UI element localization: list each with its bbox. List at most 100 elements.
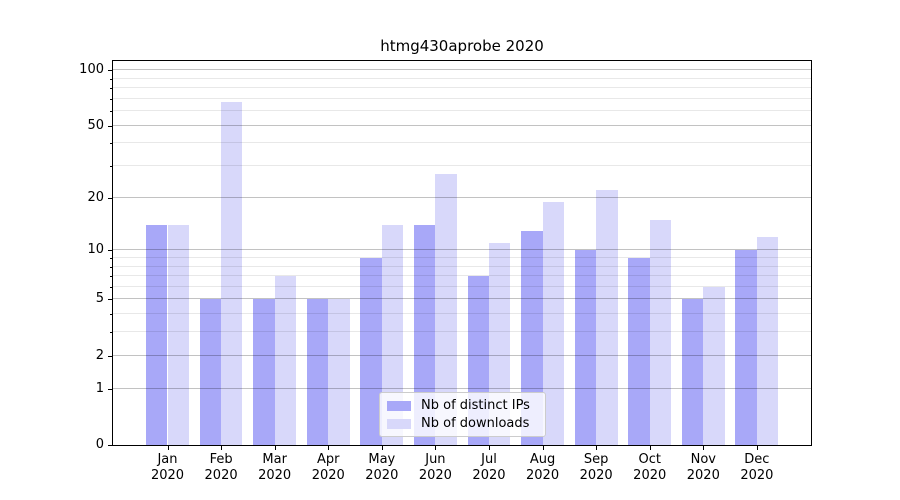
x-tick-month: Aug (529, 452, 556, 467)
chart-title: htmg430aprobe 2020 (380, 37, 544, 55)
x-tick-year: 2020 (258, 468, 292, 483)
x-tick-month: Apr (316, 452, 340, 467)
bar-downloads (649, 219, 672, 445)
x-tick-label: Feb 2020 (205, 452, 238, 484)
y-tick-label: 0 (95, 437, 104, 452)
bar-downloads (381, 225, 404, 445)
x-tick (703, 445, 705, 450)
y-tick (108, 70, 113, 72)
bar-downloads (167, 225, 189, 445)
x-tick-year: 2020 (365, 468, 399, 483)
y-tick-minor (110, 88, 113, 90)
x-tick-month: Nov (690, 452, 716, 467)
x-tick-month: Jan (157, 452, 178, 467)
bar-downloads (221, 102, 243, 445)
y-tick-minor (110, 166, 113, 168)
legend-label: Nb of downloads (421, 416, 530, 431)
gridline-major (113, 124, 811, 126)
gridline-minor (113, 275, 811, 277)
x-tick-label: Apr 2020 (312, 452, 345, 484)
y-tick (108, 388, 113, 390)
x-tick-month: Feb (209, 452, 233, 467)
x-tick (435, 445, 437, 450)
x-tick-label: Aug 2020 (526, 452, 559, 484)
y-tick (108, 125, 113, 127)
gridline-minor (113, 331, 811, 333)
y-tick (108, 299, 113, 301)
x-tick-label: Oct 2020 (633, 452, 666, 484)
legend-item: Nb of distinct IPs (387, 398, 539, 413)
x-tick-month: Mar (262, 452, 287, 467)
gridline-major (113, 69, 811, 71)
gridline-minor (113, 87, 811, 89)
x-tick-year: 2020 (418, 468, 452, 483)
y-tick-minor (110, 111, 113, 113)
x-tick-year: 2020 (526, 468, 560, 483)
x-tick-year: 2020 (311, 468, 345, 483)
x-tick (328, 445, 330, 450)
x-tick-year: 2020 (204, 468, 238, 483)
gridline-minor (113, 97, 811, 99)
bar-downloads (756, 236, 779, 445)
plot-area: Nb of distinct IPs Nb of downloads (112, 60, 812, 446)
bar-distinct-ips (199, 299, 222, 445)
legend: Nb of distinct IPs Nb of downloads (379, 392, 546, 437)
x-tick (596, 445, 598, 450)
bar-distinct-ips (521, 230, 543, 445)
y-tick-minor (110, 276, 113, 278)
bar-downloads (274, 276, 297, 445)
x-tick (381, 445, 383, 450)
y-tick-minor (110, 98, 113, 100)
gridline-minor (113, 110, 811, 112)
y-tick-label: 2 (95, 347, 104, 363)
x-tick (488, 445, 490, 450)
x-tick (221, 445, 223, 450)
x-tick-label: Jan 2020 (151, 452, 184, 484)
x-tick (542, 445, 544, 450)
bar-downloads (596, 190, 618, 445)
gridline-minor (113, 165, 811, 167)
bar-distinct-ips (628, 257, 650, 445)
x-tick-label: May 2020 (365, 452, 398, 484)
bar-downloads (542, 201, 564, 445)
y-tick-label: 20 (87, 189, 104, 205)
x-tick-month: Jul (481, 452, 497, 467)
gridline-major (113, 387, 811, 389)
x-tick-year: 2020 (150, 468, 185, 483)
y-tick (108, 197, 113, 199)
legend-swatch-downloads (387, 418, 411, 429)
bar-distinct-ips (146, 225, 168, 445)
grid-layer (113, 61, 811, 445)
gridline-minor (113, 313, 811, 315)
y-tick (108, 355, 113, 357)
bar-distinct-ips (574, 250, 597, 445)
x-tick-month: Jun (425, 452, 446, 467)
gridline-minor (113, 256, 811, 258)
x-tick-year: 2020 (686, 468, 720, 483)
bar-distinct-ips (253, 299, 275, 445)
y-tick (108, 250, 113, 252)
x-tick-label: Dec 2020 (740, 452, 773, 484)
x-tick (756, 445, 758, 450)
legend-label: Nb of distinct IPs (421, 398, 530, 413)
bar-distinct-ips (681, 299, 704, 445)
x-tick-year: 2020 (579, 468, 613, 483)
y-tick-minor (110, 266, 113, 268)
gridline-major (113, 196, 811, 198)
gridline-major (113, 249, 811, 251)
x-tick-month: Sep (583, 452, 609, 467)
x-tick (274, 445, 276, 450)
bar-downloads (328, 299, 350, 445)
x-tick-month: May (368, 452, 396, 467)
y-tick (108, 445, 113, 446)
x-tick-label: Jul 2020 (472, 452, 505, 484)
bar-distinct-ips (414, 225, 436, 445)
gridline-minor (113, 285, 811, 287)
gridline-major (113, 298, 811, 300)
y-tick-label: 10 (87, 242, 104, 258)
y-tick-minor (110, 143, 113, 145)
x-tick-year: 2020 (633, 468, 667, 483)
gridline-major (113, 354, 811, 356)
bar-distinct-ips (306, 299, 329, 445)
x-tick-label: Nov 2020 (687, 452, 720, 484)
